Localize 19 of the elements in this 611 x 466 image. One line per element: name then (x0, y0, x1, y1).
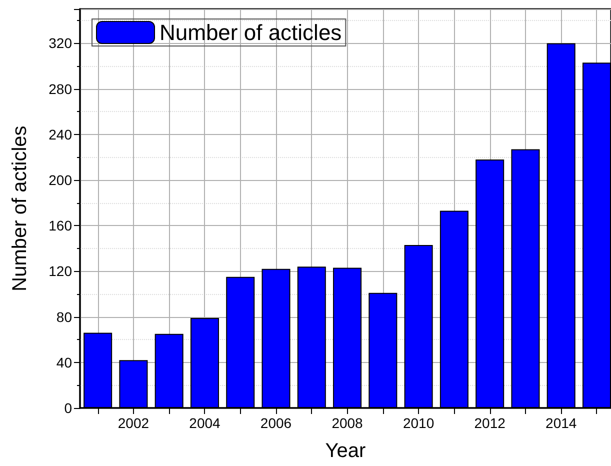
y-tick-label: 200 (48, 172, 72, 188)
x-tick-label: 2008 (332, 415, 364, 431)
x-tick-label: 2010 (402, 415, 434, 431)
x-tick-label: 2002 (118, 415, 150, 431)
legend-label: Number of acticles (160, 20, 342, 45)
y-tick-label: 40 (56, 354, 72, 370)
x-tick-label: 2006 (260, 415, 292, 431)
x-tick-label: 2004 (189, 415, 221, 431)
y-tick-label: 240 (48, 126, 72, 142)
y-tick-label: 0 (64, 400, 72, 416)
y-tick-label: 120 (48, 263, 72, 280)
x-axis-title: Year (325, 440, 366, 462)
y-tick-label: 320 (48, 35, 72, 52)
y-tick-label: 280 (48, 80, 72, 97)
x-tick-label: 2012 (474, 415, 506, 431)
y-tick-label: 80 (56, 308, 72, 325)
y-axis-title: Number of acticles (9, 126, 31, 292)
y-tick-label: 160 (48, 218, 72, 234)
x-tick-label: 2014 (546, 415, 577, 431)
